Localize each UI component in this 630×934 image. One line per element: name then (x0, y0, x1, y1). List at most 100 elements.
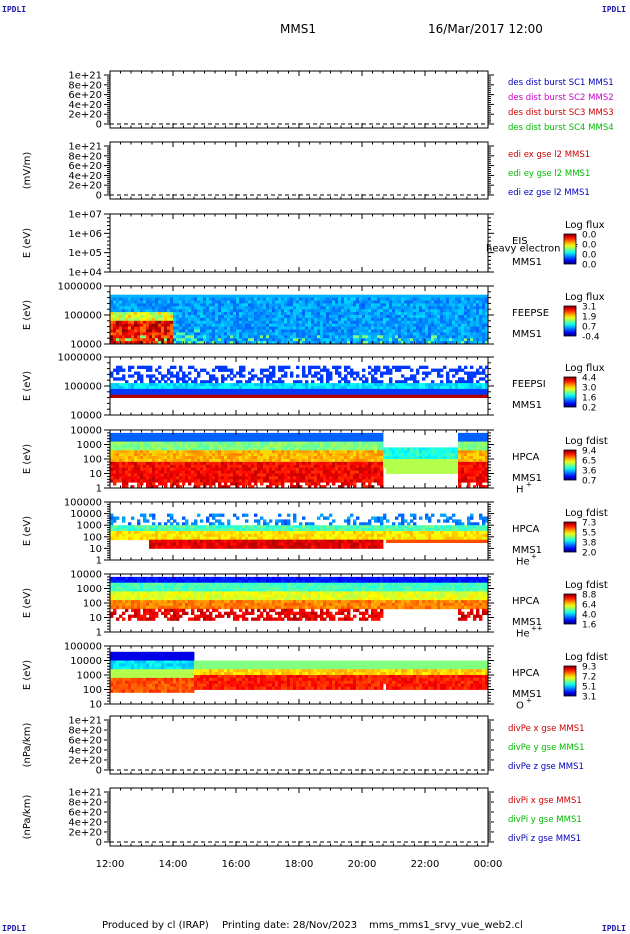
heatmap-cell (272, 394, 276, 398)
heatmap-cell (356, 300, 360, 304)
heatmap-cell (428, 341, 432, 345)
heatmap-cell (140, 470, 144, 474)
heatmap-cell (191, 380, 195, 384)
heatmap-cell (287, 447, 291, 451)
heatmap-cell (356, 338, 360, 342)
heatmap-cell (137, 329, 141, 333)
heatmap-cell (332, 317, 336, 322)
heatmap-cell (419, 309, 423, 313)
heatmap-cell (230, 453, 234, 457)
heatmap-cell (314, 432, 318, 437)
heatmap-cell (413, 388, 417, 393)
heatmap-cell (437, 383, 441, 387)
heatmap-cell (113, 297, 117, 301)
heatmap-cell (329, 338, 333, 342)
heatmap-cell (128, 391, 132, 396)
heatmap-cell (113, 320, 117, 325)
heatmap-cell (251, 438, 255, 442)
heatmap-cell (329, 329, 333, 333)
heatmap-cell (239, 317, 243, 322)
heatmap-cell (383, 386, 387, 390)
heatmap-cell (137, 335, 141, 339)
heatmap-cell (413, 383, 417, 387)
heatmap-cell (230, 473, 234, 477)
heatmap-cell (125, 453, 129, 457)
heatmap-cell (380, 306, 384, 310)
heatmap-cell (164, 383, 168, 387)
heatmap-cell (272, 323, 276, 327)
heatmap-cell (266, 306, 270, 310)
heatmap-cell (152, 320, 156, 325)
heatmap-cell (278, 368, 282, 372)
heatmap-cell (134, 456, 138, 460)
heatmap-cell (302, 341, 306, 345)
heatmap-cell (290, 320, 294, 325)
heatmap-cell (152, 315, 156, 319)
heatmap-cell (308, 391, 312, 396)
heatmap-cell (248, 479, 252, 483)
heatmap-cell (257, 329, 261, 333)
heatmap-cell (191, 453, 195, 457)
heatmap-cell (248, 300, 252, 304)
heatmap-cell (452, 338, 456, 342)
heatmap-cell (206, 317, 210, 322)
heatmap-cell (143, 303, 147, 307)
heatmap-cell (461, 317, 465, 322)
heatmap-cell (164, 394, 168, 398)
heatmap-cell (176, 312, 180, 316)
heatmap-cell (404, 317, 408, 322)
heatmap-cell (416, 320, 420, 325)
heatmap-cell (470, 377, 474, 381)
heatmap-cell (179, 450, 183, 454)
heatmap-cell (137, 323, 141, 327)
heatmap-cell (128, 317, 132, 322)
heatmap-cell (236, 482, 240, 486)
heatmap-cell (377, 320, 381, 325)
heatmap-cell (188, 300, 192, 304)
heatmap-cell (218, 297, 222, 301)
heatmap-cell (245, 438, 249, 442)
heatmap-cell (182, 391, 186, 396)
heatmap-cell (284, 312, 288, 316)
heatmap-cell (149, 450, 153, 454)
heatmap-cell (308, 329, 312, 333)
heatmap-cell (152, 341, 156, 345)
heatmap-cell (470, 383, 474, 387)
heatmap-cell (461, 368, 465, 372)
heatmap-cell (443, 341, 447, 345)
heatmap-cell (116, 464, 120, 469)
heatmap-cell (149, 383, 153, 387)
heatmap-cell (155, 335, 159, 339)
heatmap-cell (305, 470, 309, 474)
heatmap-cell (245, 338, 249, 342)
heatmap-cell (296, 447, 300, 451)
heatmap-cell (398, 386, 402, 390)
heatmap-cell (119, 441, 123, 445)
heatmap-cell (332, 335, 336, 339)
heatmap-cell (290, 456, 294, 460)
heatmap-cell (296, 386, 300, 390)
heatmap-cell (155, 432, 159, 437)
heatmap-cell (389, 297, 393, 301)
heatmap-cell (278, 323, 282, 327)
heatmap-cell (269, 467, 273, 471)
heatmap-cell (173, 476, 177, 480)
heatmap-cell (398, 317, 402, 322)
heatmap-cell (365, 303, 369, 307)
heatmap-cell (281, 485, 285, 489)
heatmap-cell (116, 306, 120, 310)
heatmap-cell (215, 432, 219, 437)
heatmap-cell (305, 332, 309, 336)
heatmap-cell (203, 326, 207, 330)
heatmap-cell (296, 444, 300, 448)
heatmap-cell (269, 470, 273, 474)
heatmap-cell (455, 294, 459, 298)
heatmap-cell (263, 459, 267, 463)
heatmap-cell (449, 386, 453, 390)
legend-entry: edi ex gse l2 MMS1 (508, 150, 590, 160)
heatmap-cell (122, 383, 126, 387)
heatmap-cell (113, 435, 117, 440)
colorbar-tick-label: 4.4 (582, 374, 597, 384)
heatmap-cell (179, 312, 183, 316)
heatmap-cell (233, 444, 237, 448)
